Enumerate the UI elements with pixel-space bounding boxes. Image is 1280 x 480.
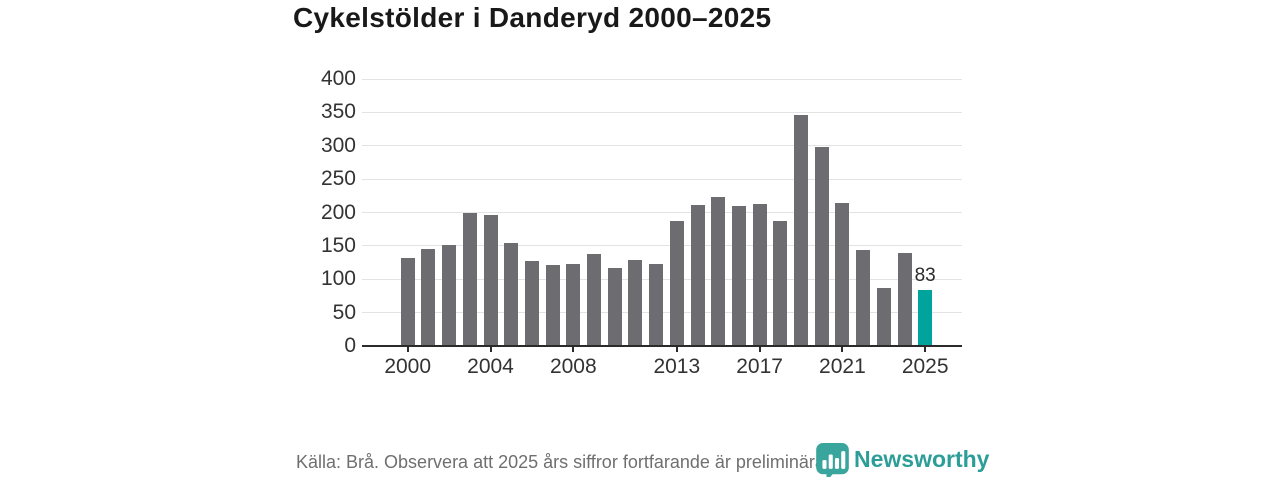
x-tick-label-2025: 2025 bbox=[901, 355, 949, 378]
newsworthy-logo[interactable]: Newsworthy bbox=[816, 443, 990, 480]
newsworthy-chart-pin-icon bbox=[816, 443, 849, 480]
bar-2025 bbox=[918, 289, 933, 345]
bar-2009 bbox=[587, 254, 601, 345]
y-tick-label-100: 100 bbox=[320, 267, 356, 291]
y-tick-label-200: 200 bbox=[320, 200, 356, 224]
y-tick-label-300: 300 bbox=[320, 133, 356, 157]
gridline-150 bbox=[362, 245, 962, 247]
y-tick-label-250: 250 bbox=[320, 167, 356, 191]
x-tick-label-2017: 2017 bbox=[736, 355, 783, 378]
x-tick-2008 bbox=[572, 346, 575, 352]
gridline-400 bbox=[362, 78, 962, 80]
bar-2008 bbox=[566, 264, 581, 345]
bar-2020 bbox=[814, 147, 829, 345]
x-tick-label-2013: 2013 bbox=[653, 355, 701, 378]
x-tick-label-2021: 2021 bbox=[819, 355, 866, 378]
bar-2012 bbox=[649, 264, 664, 345]
bar-2006 bbox=[524, 260, 539, 345]
bar-2023 bbox=[876, 288, 891, 345]
gridline-350 bbox=[362, 111, 962, 113]
bar-2016 bbox=[731, 206, 746, 345]
bar-2005 bbox=[504, 242, 519, 345]
chart-title: Cykelstölder i Danderyd 2000–2025 bbox=[293, 2, 772, 33]
bar-2019 bbox=[794, 114, 808, 345]
x-tick-2017 bbox=[758, 346, 761, 352]
bar-2007 bbox=[545, 264, 560, 345]
highlight-value-label: 83 bbox=[914, 264, 936, 286]
y-axis: 0 50 100 150 200 250 300 350 400 bbox=[272, 68, 356, 357]
x-tick-2013 bbox=[675, 346, 678, 352]
bar-2015 bbox=[711, 197, 726, 345]
bar-2013 bbox=[669, 220, 684, 345]
y-tick-label-150: 150 bbox=[320, 233, 356, 257]
x-tick-label-2004: 2004 bbox=[467, 355, 514, 378]
bar-2004 bbox=[483, 214, 498, 345]
bar-2003 bbox=[462, 212, 477, 345]
brand-name: Newsworthy bbox=[854, 446, 990, 472]
bar-2022 bbox=[856, 249, 871, 345]
x-tick-2021 bbox=[841, 346, 844, 352]
gridline-200 bbox=[362, 212, 962, 213]
bar-2010 bbox=[607, 267, 622, 345]
bar-2014 bbox=[690, 204, 705, 345]
bar-2021 bbox=[835, 202, 850, 345]
x-tick-label-2008: 2008 bbox=[549, 355, 597, 378]
x-tick-2025 bbox=[924, 346, 927, 352]
x-tick-2000 bbox=[406, 346, 409, 352]
bar-2017 bbox=[752, 204, 767, 345]
gridline-250 bbox=[362, 178, 962, 180]
y-tick-label-350: 350 bbox=[320, 100, 356, 124]
x-axis-baseline bbox=[362, 345, 962, 347]
bar-2002 bbox=[442, 244, 457, 345]
x-tick-2004 bbox=[489, 346, 492, 352]
bar-2001 bbox=[421, 248, 436, 345]
bar-2018 bbox=[773, 220, 788, 345]
bar-2000 bbox=[400, 258, 415, 345]
y-tick-label-50: 50 bbox=[332, 300, 356, 324]
source-note: Källa: Brå. Observera att 2025 års siffr… bbox=[296, 452, 830, 472]
bar-chart-plot-area: 2000 2004 2008 2013 2017 2021 2025 83 bbox=[362, 78, 962, 378]
y-tick-label-400: 400 bbox=[320, 67, 356, 90]
bar-2011 bbox=[628, 260, 643, 345]
gridline-300 bbox=[362, 145, 962, 147]
y-tick-label-0: 0 bbox=[344, 334, 356, 357]
bar-2024 bbox=[897, 252, 912, 345]
x-tick-label-2000: 2000 bbox=[384, 355, 432, 378]
